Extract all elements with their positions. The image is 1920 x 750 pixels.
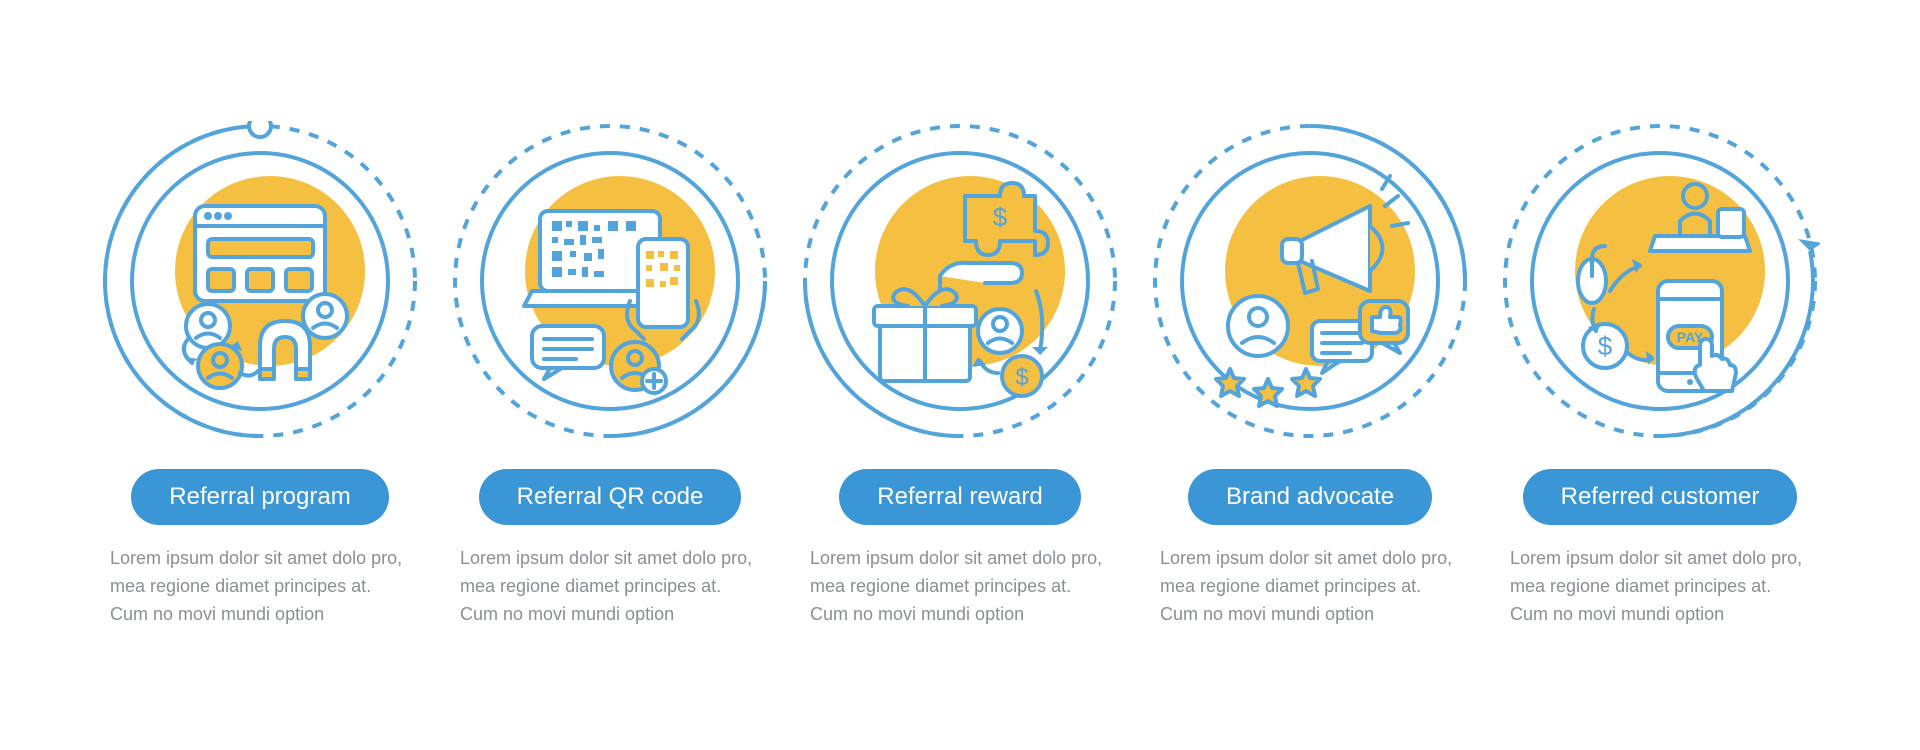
circle-brand-advocate [1150, 121, 1470, 441]
svg-text:$: $ [1015, 364, 1028, 391]
step-brand-advocate: Brand advocate Lorem ipsum dolor sit ame… [1140, 121, 1480, 629]
circle-referral-qr [450, 121, 770, 441]
desc-referred-customer: Lorem ipsum dolor sit amet dolo pro, mea… [1510, 545, 1810, 629]
infographic-row: Referral program Lorem ipsum dolor sit a… [30, 81, 1890, 669]
step-referral-program: Referral program Lorem ipsum dolor sit a… [90, 121, 430, 629]
label-referral-program: Referral program [131, 469, 388, 525]
desc-referral-qr: Lorem ipsum dolor sit amet dolo pro, mea… [460, 545, 760, 629]
svg-text:$: $ [993, 202, 1008, 232]
step-referral-reward: $ $ [790, 121, 1130, 629]
circle-referral-program [100, 121, 420, 441]
desc-referral-reward: Lorem ipsum dolor sit amet dolo pro, mea… [810, 545, 1110, 629]
label-referral-reward: Referral reward [839, 469, 1080, 525]
desc-brand-advocate: Lorem ipsum dolor sit amet dolo pro, mea… [1160, 545, 1460, 629]
label-brand-advocate: Brand advocate [1188, 469, 1432, 525]
label-referred-customer: Referred customer [1523, 469, 1798, 525]
circle-referral-reward: $ $ [800, 121, 1120, 441]
label-referral-qr: Referral QR code [479, 469, 742, 525]
step-referral-qr: Referral QR code Lorem ipsum dolor sit a… [440, 121, 780, 629]
svg-text:$: $ [1598, 331, 1613, 361]
desc-referral-program: Lorem ipsum dolor sit amet dolo pro, mea… [110, 545, 410, 629]
step-referred-customer: $ PAY [1490, 121, 1830, 629]
circle-referred-customer: $ PAY [1500, 121, 1820, 441]
